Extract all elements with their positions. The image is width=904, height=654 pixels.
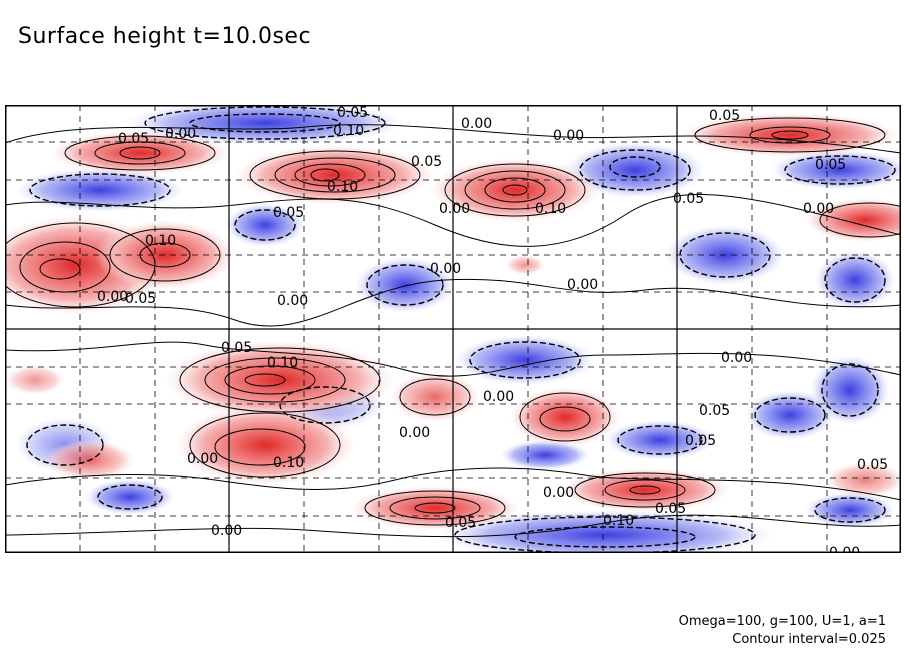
contour-label: 0.10 [603, 513, 634, 529]
contour-label: 0.05 [118, 131, 149, 147]
solid-grid [5, 105, 901, 553]
contour-label: 0.00 [553, 128, 584, 144]
contour-label: 0.05 [125, 291, 156, 307]
contour-label: 0.10 [535, 201, 566, 217]
contour-label: 0.10 [267, 355, 298, 371]
negative-contours [26, 106, 896, 553]
contour-label: 0.00 [97, 289, 128, 305]
contour-label: 0.00 [567, 277, 598, 293]
plot-title: Surface height t=10.0sec [18, 24, 312, 49]
contour-label: 0.00 [187, 451, 218, 467]
parameters-text: Omega=100, g=100, U=1, a=1 [678, 614, 886, 629]
contour-label: 0.00 [399, 425, 430, 441]
contour-label: 0.10 [145, 233, 176, 249]
contour-label: 0.05 [699, 403, 730, 419]
contour-label: 0.00 [211, 523, 242, 539]
plot-frame [5, 105, 901, 553]
contour-label: 0.00 [430, 261, 461, 277]
contour-label: 0.05 [411, 154, 442, 170]
contour-label: 0.10 [327, 179, 358, 195]
contour-label: 0.05 [857, 457, 888, 473]
contour-label: 0.05 [685, 433, 716, 449]
contour-label: 0.05 [673, 191, 704, 207]
contour-label: 0.00 [439, 201, 470, 217]
contour-label-group: 0.05 0.00 0.05 0.10 0.00 0.00 0.05 0.05 … [97, 105, 888, 553]
contour-label: 0.05 [655, 501, 686, 517]
contour-label: 0.00 [803, 201, 834, 217]
contour-label: 0.05 [445, 515, 476, 531]
contour-label: 0.00 [829, 545, 860, 553]
contour-label: 0.00 [721, 350, 752, 366]
contour-label: 0.05 [221, 340, 252, 356]
contour-label: 0.00 [277, 293, 308, 309]
contour-lines [5, 117, 901, 538]
contour-label: 0.10 [333, 123, 364, 139]
contour-label: 0.05 [709, 108, 740, 124]
contour-interval-text: Contour interval=0.025 [732, 632, 886, 647]
contour-label: 0.10 [273, 455, 304, 471]
contour-label: 0.05 [273, 205, 304, 221]
contour-label: 0.00 [165, 126, 196, 142]
contour-label: 0.00 [483, 389, 514, 405]
contour-map: 0.05 0.00 0.05 0.10 0.00 0.00 0.05 0.05 … [5, 105, 901, 553]
contour-label: 0.00 [461, 116, 492, 132]
contour-label: 0.05 [337, 105, 368, 121]
contour-label: 0.00 [543, 485, 574, 501]
contour-label: 0.05 [815, 157, 846, 173]
